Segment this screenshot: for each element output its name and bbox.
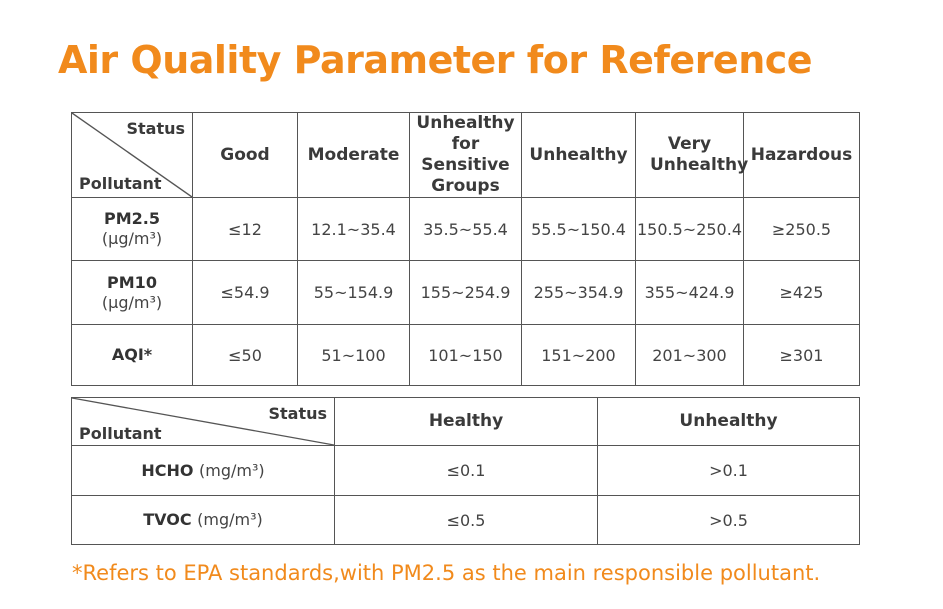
- header-moderate: Moderate: [297, 112, 410, 198]
- table-row: HCHO (mg/m³) ≤0.1 >0.1: [71, 445, 860, 496]
- table-row: AQI* ≤50 51~100 101~150 151~200 201~300 …: [71, 324, 860, 386]
- pollutant-unit: (mg/m³): [199, 460, 265, 480]
- table-cell: ≤0.5: [334, 495, 598, 545]
- status-corner-label: Status: [268, 404, 327, 423]
- table-cell: >0.1: [597, 445, 860, 496]
- row-label-aqi: AQI*: [71, 324, 193, 386]
- status-corner-label: Status: [126, 119, 185, 138]
- header-unhealthy: Unhealthy: [597, 397, 860, 446]
- pollutant-unit: (μg/m³): [101, 292, 163, 312]
- table-cell: ≤0.1: [334, 445, 598, 496]
- pollutant-unit: (μg/m³): [101, 229, 163, 248]
- page-title: Air Quality Parameter for Reference: [58, 38, 813, 82]
- table-row: PM10 (μg/m³) ≤54.9 55~154.9 155~254.9 25…: [71, 260, 860, 325]
- pollutant-unit: (mg/m³): [197, 510, 263, 529]
- diagonal-divider: [72, 113, 192, 197]
- table-row: PM2.5 (μg/m³) ≤12 12.1~35.4 35.5~55.4 55…: [71, 197, 860, 261]
- aqi-reference-table: Status Pollutant Good Moderate Unhealthy…: [71, 112, 860, 386]
- table-corner-cell: Status Pollutant: [71, 112, 193, 198]
- table-cell: ≤54.9: [192, 260, 298, 325]
- table-cell: ≥301: [743, 324, 860, 386]
- pollutant-name: PM10: [107, 272, 157, 292]
- table-cell: 55~154.9: [297, 260, 410, 325]
- table-cell: ≥425: [743, 260, 860, 325]
- table-cell: 55.5~150.4: [521, 197, 636, 261]
- table-cell: 12.1~35.4: [297, 197, 410, 261]
- table-row: TVOC (mg/m³) ≤0.5 >0.5: [71, 495, 860, 545]
- table-cell: 35.5~55.4: [409, 197, 522, 261]
- row-label-tvoc: TVOC (mg/m³): [71, 495, 335, 545]
- pollutant-corner-label: Pollutant: [79, 424, 162, 443]
- table-cell: 150.5~250.4: [635, 197, 744, 261]
- pollutant-name: AQI*: [111, 345, 153, 364]
- table-corner-cell: Status Pollutant: [71, 397, 335, 446]
- table-cell: 101~150: [409, 324, 522, 386]
- pollutant-corner-label: Pollutant: [79, 174, 162, 193]
- header-unhealthy-sensitive: Unhealthy for Sensitive Groups: [409, 112, 522, 198]
- table-cell: 51~100: [297, 324, 410, 386]
- pollutant-name: PM2.5: [104, 209, 160, 228]
- indoor-pollutant-table: Status Pollutant Healthy Unhealthy HCHO …: [71, 397, 860, 545]
- table-cell: ≤12: [192, 197, 298, 261]
- table-cell: 151~200: [521, 324, 636, 386]
- header-good: Good: [192, 112, 298, 198]
- table-cell: 255~354.9: [521, 260, 636, 325]
- pollutant-name: TVOC: [143, 510, 192, 529]
- row-label-pm10: PM10 (μg/m³): [71, 260, 193, 325]
- pollutant-name: HCHO: [141, 460, 194, 480]
- row-label-hcho: HCHO (mg/m³): [71, 445, 335, 496]
- header-very-unhealthy: Very Unhealthy: [635, 112, 748, 198]
- table-cell: 355~424.9: [635, 260, 744, 325]
- table-cell: >0.5: [597, 495, 860, 545]
- table-cell: ≥250.5: [743, 197, 860, 261]
- table-cell: 201~300: [635, 324, 744, 386]
- header-healthy: Healthy: [334, 397, 598, 446]
- row-label-pm25: PM2.5 (μg/m³): [71, 197, 193, 261]
- table-cell: ≤50: [192, 324, 298, 386]
- diagonal-divider: [72, 398, 334, 445]
- header-hazardous: Hazardous: [743, 112, 860, 198]
- footnote: *Refers to EPA standards,with PM2.5 as t…: [72, 561, 821, 585]
- header-unhealthy: Unhealthy: [521, 112, 636, 198]
- table-cell: 155~254.9: [409, 260, 522, 325]
